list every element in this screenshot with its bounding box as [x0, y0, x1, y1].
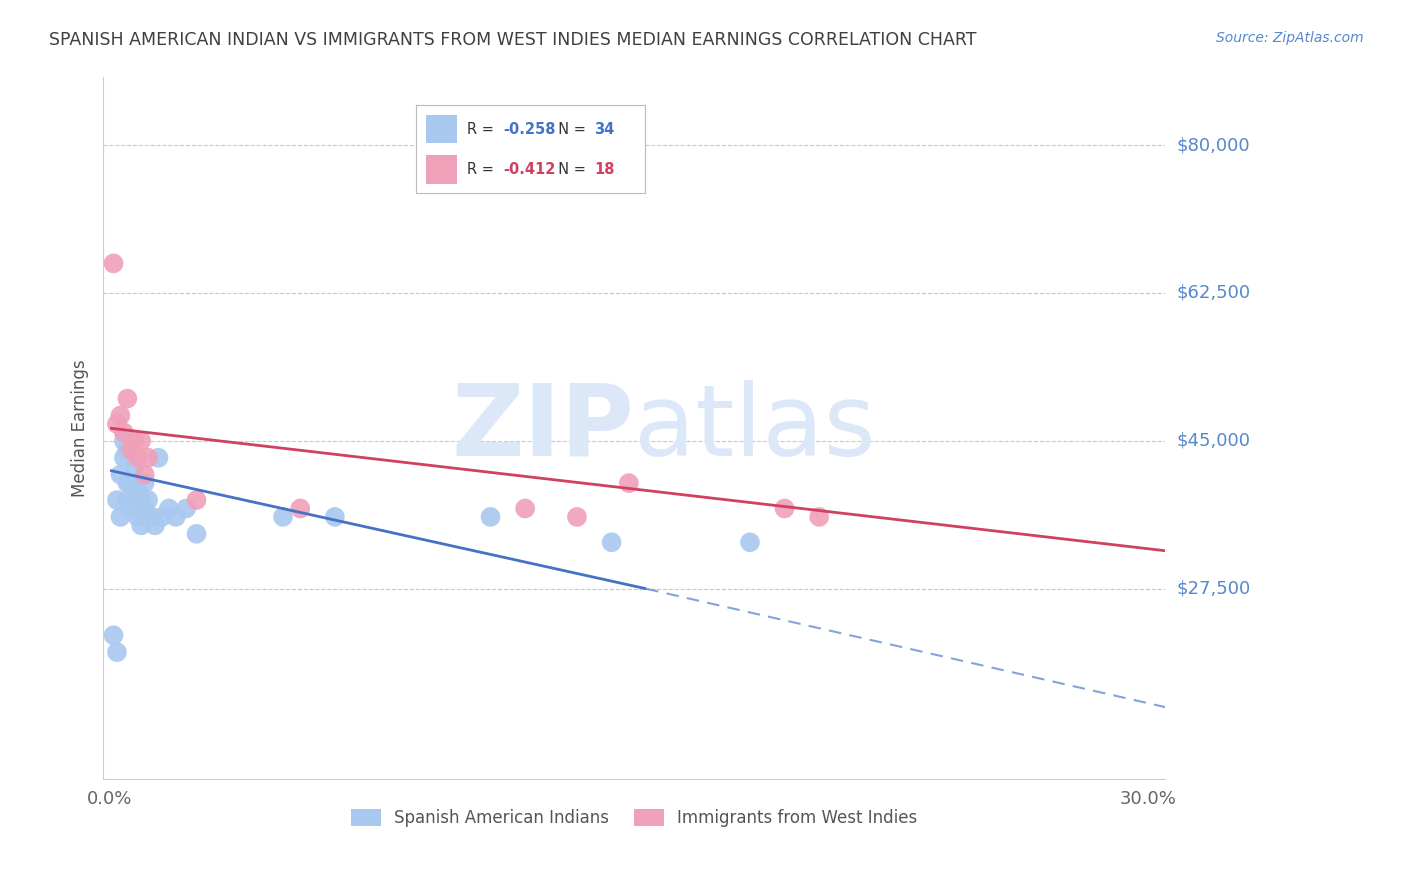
Point [129, 434, 152, 448]
Point [117, 476, 139, 491]
Point [127, 484, 149, 499]
Point [105, 417, 128, 431]
Point [120, 442, 142, 457]
Point [110, 409, 132, 423]
Point [103, 256, 125, 270]
Point [105, 645, 128, 659]
Point [148, 450, 170, 465]
Point [134, 501, 156, 516]
Point [129, 493, 152, 508]
Point [513, 501, 536, 516]
Point [127, 450, 149, 465]
Point [150, 510, 173, 524]
Point [165, 510, 187, 524]
Point [122, 459, 145, 474]
Point [122, 434, 145, 448]
Point [117, 392, 139, 406]
Point [186, 526, 208, 541]
Point [120, 476, 142, 491]
Point [773, 501, 796, 516]
Point [141, 510, 163, 524]
Point [565, 510, 588, 524]
Point [479, 510, 502, 524]
Point [122, 493, 145, 508]
Text: atlas: atlas [634, 380, 876, 476]
Point [110, 510, 132, 524]
Point [120, 501, 142, 516]
Text: $80,000: $80,000 [1177, 136, 1250, 154]
Text: $62,500: $62,500 [1177, 284, 1250, 302]
Point [808, 510, 831, 524]
Point [110, 467, 132, 482]
Point [157, 501, 180, 516]
Point [134, 476, 156, 491]
Text: SPANISH AMERICAN INDIAN VS IMMIGRANTS FROM WEST INDIES MEDIAN EARNINGS CORRELATI: SPANISH AMERICAN INDIAN VS IMMIGRANTS FR… [49, 31, 977, 49]
Point [117, 493, 139, 508]
Text: Source: ZipAtlas.com: Source: ZipAtlas.com [1216, 31, 1364, 45]
Text: ZIP: ZIP [451, 380, 634, 476]
Point [136, 493, 159, 508]
Point [103, 628, 125, 642]
Legend: Spanish American Indians, Immigrants from West Indies: Spanish American Indians, Immigrants fro… [344, 802, 924, 834]
Point [143, 518, 166, 533]
Point [600, 535, 623, 549]
Point [323, 510, 346, 524]
Point [112, 450, 135, 465]
Text: $27,500: $27,500 [1177, 580, 1250, 598]
Point [129, 518, 152, 533]
Point [271, 510, 294, 524]
Y-axis label: Median Earnings: Median Earnings [72, 359, 89, 497]
Point [117, 442, 139, 457]
Point [186, 493, 208, 508]
Point [290, 501, 312, 516]
Point [134, 467, 156, 482]
Point [127, 510, 149, 524]
Point [112, 434, 135, 448]
Point [136, 450, 159, 465]
Point [617, 476, 640, 491]
Point [738, 535, 761, 549]
Point [105, 493, 128, 508]
Point [174, 501, 197, 516]
Point [112, 425, 135, 440]
Text: $45,000: $45,000 [1177, 432, 1250, 450]
